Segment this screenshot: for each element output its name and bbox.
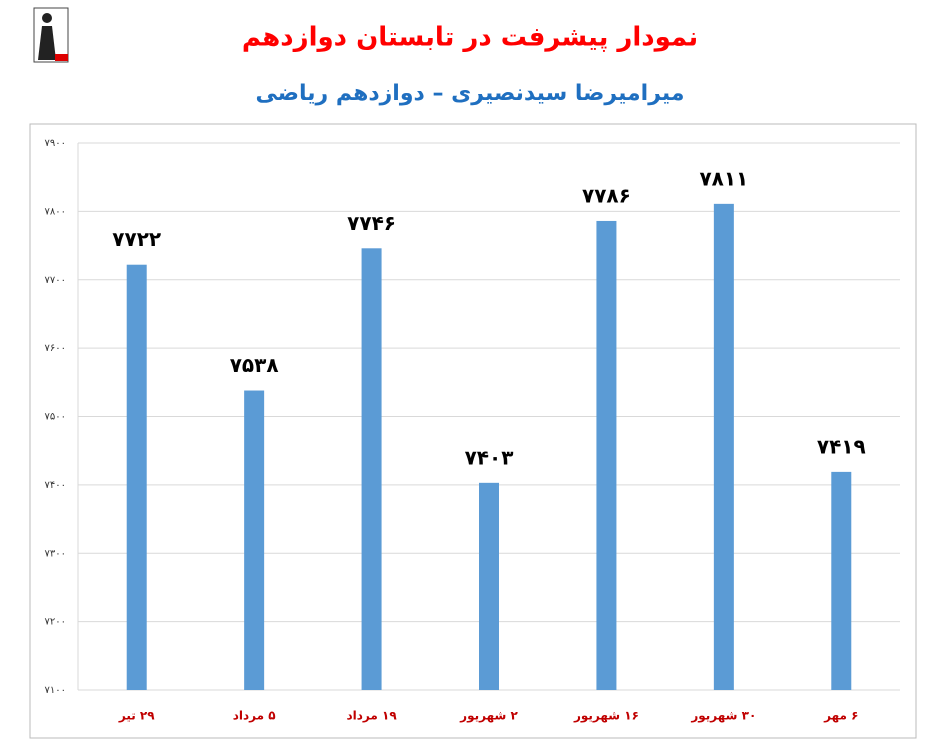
y-tick-label: ۷۱۰۰ — [45, 685, 66, 696]
bar — [479, 482, 499, 690]
y-tick-label: ۷۸۰۰ — [45, 206, 66, 217]
bar — [713, 203, 734, 690]
value-label: ۷۸۱۱ — [699, 166, 748, 190]
y-tick-label: ۷۶۰۰ — [45, 343, 66, 354]
x-tick-label: ۳۰ شهریور — [690, 709, 756, 724]
y-tick-label: ۷۹۰۰ — [45, 138, 66, 149]
value-label: ۷۷۲۲ — [112, 227, 161, 251]
x-tick-label: ۱۶ شهریور — [573, 709, 639, 724]
bar — [244, 390, 265, 690]
value-label: ۷۴۱۹ — [817, 434, 866, 458]
bar — [361, 248, 382, 691]
value-label: ۷۴۰۳ — [465, 445, 514, 469]
bar — [596, 220, 617, 690]
value-label: ۷۷۴۶ — [347, 211, 396, 235]
x-tick-label: ۵ مرداد — [233, 709, 276, 723]
bar — [831, 471, 852, 690]
logo — [33, 7, 69, 63]
x-tick-label: ۶ مهر — [823, 709, 858, 723]
bar — [126, 264, 147, 690]
chart-subtitle: میرامیرضا سیدنصیری – دوازدهم ریاضی — [255, 81, 684, 106]
x-tick-label: ۲ شهریور — [459, 709, 518, 724]
chart-frame — [29, 123, 917, 739]
y-tick-label: ۷۳۰۰ — [45, 548, 66, 559]
value-label: ۷۵۳۸ — [230, 353, 279, 377]
x-tick-label: ۲۹ تیر — [118, 709, 155, 723]
chart-title: نمودار پیشرفت در تابستان دوازدهم — [242, 23, 698, 53]
y-tick-label: ۷۵۰۰ — [45, 412, 66, 423]
value-label: ۷۷۸۶ — [582, 183, 631, 207]
y-tick-label: ۷۲۰۰ — [45, 617, 66, 628]
y-tick-label: ۷۷۰۰ — [45, 275, 66, 286]
x-tick-label: ۱۹ مرداد — [346, 709, 397, 723]
y-tick-label: ۷۴۰۰ — [45, 480, 66, 491]
